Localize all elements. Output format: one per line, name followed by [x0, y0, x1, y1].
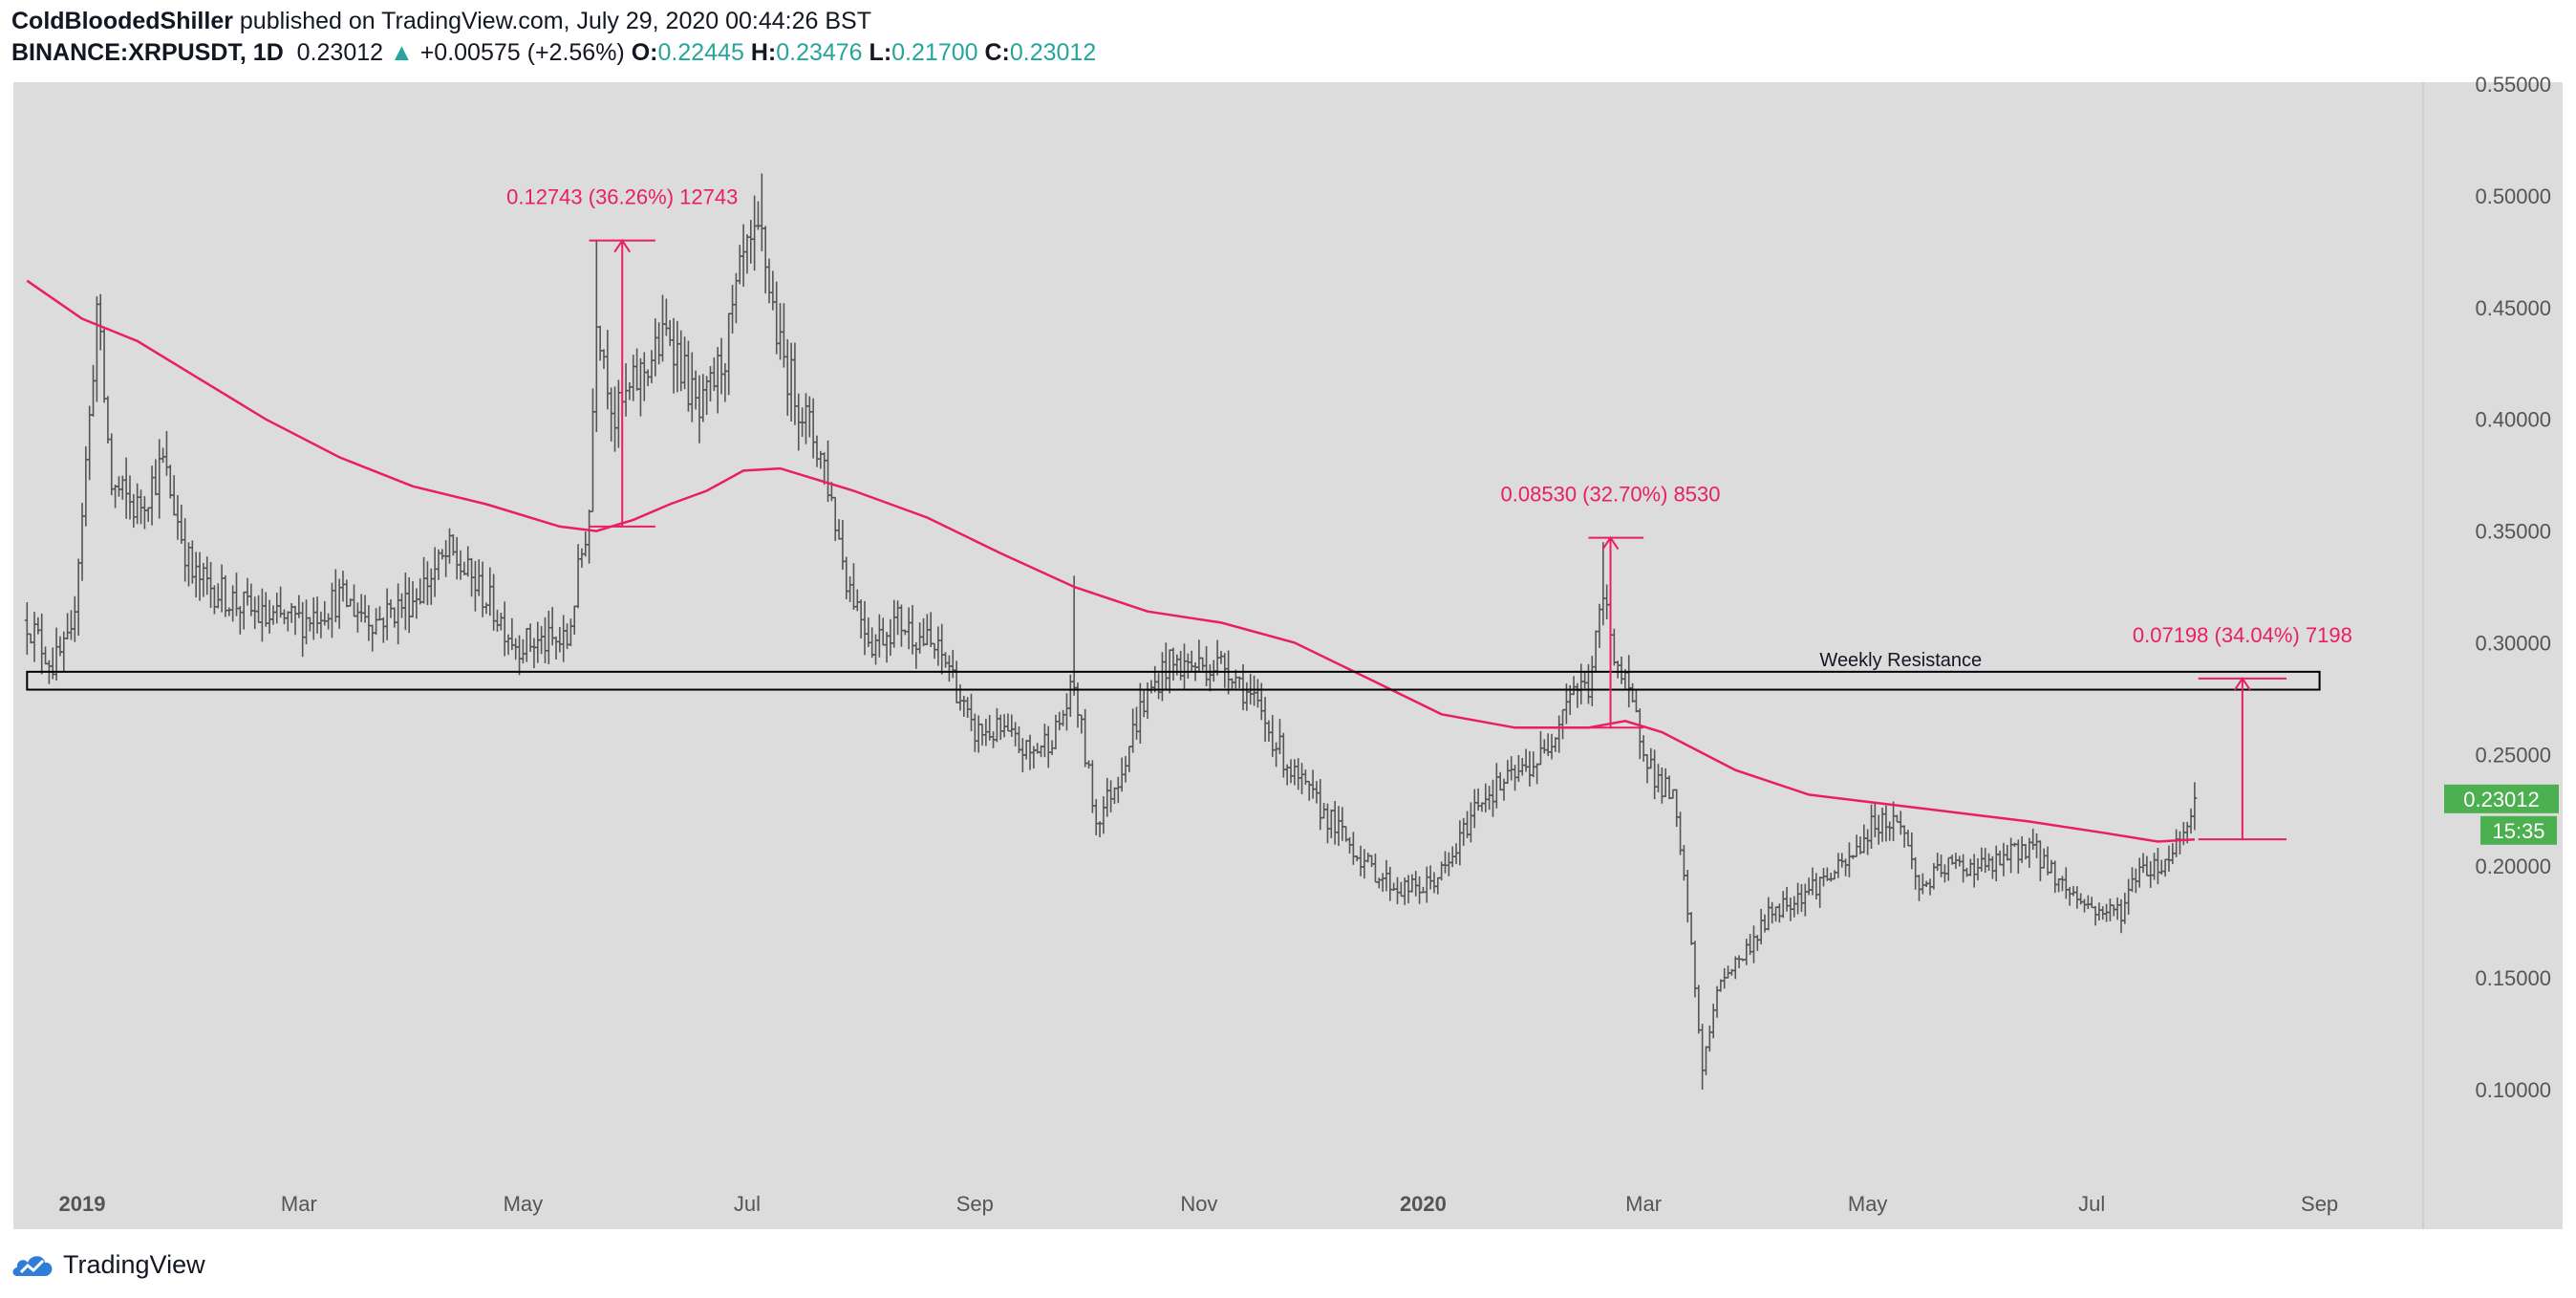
measure-label: 0.07198 (34.04%) 7198: [2133, 623, 2352, 647]
moving-average-line: [26, 279, 2195, 843]
price-tick-label: 0.35000: [2475, 520, 2551, 544]
symbol-line: BINANCE:XRPUSDT, 1D 0.23012 ▲ +0.00575 (…: [11, 37, 1096, 69]
candles: [24, 173, 2198, 1090]
weekly-resistance-label: Weekly Resistance: [1819, 650, 1982, 671]
price-tick-label: 0.45000: [2475, 296, 2551, 320]
last-value: 0.23012: [296, 39, 384, 66]
measure-label: 0.12743 (36.26%) 12743: [506, 185, 738, 209]
time-tick-label: Sep: [956, 1192, 994, 1216]
low-label: L:: [869, 39, 892, 66]
last-price-label: 0.23012 15:35: [2444, 784, 2559, 845]
weekly-resistance-zone[interactable]: [26, 670, 2321, 691]
up-arrow-icon: ▲: [390, 39, 414, 66]
chart-pane[interactable]: [13, 82, 2563, 1229]
open-label: O:: [631, 39, 658, 66]
time-tick-label: Mar: [281, 1192, 317, 1216]
time-tick-label: May: [504, 1192, 544, 1216]
price-tick-label: 0.30000: [2475, 631, 2551, 655]
time-axis: 2019 Mar May Jul Sep Nov 2020 Mar May Jul Sep: [59, 1192, 2339, 1216]
time-tick-label: Sep: [2301, 1192, 2338, 1216]
tradingview-logo[interactable]: TradingView: [11, 1245, 205, 1284]
tradingview-brand: TradingView: [63, 1249, 205, 1279]
countdown-text: 15:35: [2492, 819, 2544, 843]
price-tick-label: 0.55000: [2475, 73, 2551, 97]
publish-line: ColdBloodedShiller published on TradingV…: [11, 6, 1096, 37]
open-value: 0.22445: [657, 39, 744, 66]
price-tick-label: 0.15000: [2475, 966, 2551, 990]
price-tick-label: 0.50000: [2475, 184, 2551, 208]
measurement: 0.07198 (34.04%) 7198: [2133, 623, 2352, 841]
time-tick-label: 2020: [1400, 1192, 1447, 1216]
tradingview-cloud-icon: [12, 1256, 53, 1276]
last-price-text: 0.23012: [2463, 788, 2540, 811]
time-tick-label: 2019: [59, 1192, 106, 1216]
measure-arrow-icon: [613, 238, 632, 253]
measure-label: 0.08530 (32.70%) 8530: [1501, 483, 1721, 507]
symbol-name[interactable]: BINANCE:XRPUSDT, 1D: [11, 39, 284, 66]
price-tick-label: 0.20000: [2475, 855, 2551, 878]
measurement: 0.12743 (36.26%) 12743: [506, 185, 738, 528]
last-price-box: [2444, 784, 2559, 813]
time-tick-label: Jul: [2078, 1192, 2105, 1216]
time-tick-label: Nov: [1180, 1192, 1217, 1216]
published-text: published on TradingView.com, July 29, 2…: [239, 8, 871, 34]
measurement: 0.08530 (32.70%) 8530: [1501, 483, 1721, 729]
countdown-box: [2480, 815, 2557, 845]
high-label: H:: [750, 39, 777, 66]
time-tick-label: May: [1848, 1192, 1888, 1216]
high-value: 0.23476: [776, 39, 863, 66]
close-label: C:: [984, 39, 1010, 66]
measure-arrow-icon: [2234, 677, 2251, 691]
price-tick-label: 0.25000: [2475, 743, 2551, 767]
price-tick-label: 0.10000: [2475, 1078, 2551, 1102]
price-tick-label: 0.40000: [2475, 408, 2551, 432]
price-axis: 0.55000 0.50000 0.45000 0.40000 0.35000 0.300…: [2475, 73, 2551, 1102]
measurements: 0.12743 (36.26%) 12743 0.08530 (32.70%) 8…: [506, 185, 2352, 841]
author-name[interactable]: ColdBloodedShiller: [11, 8, 233, 34]
change-value: +0.00575 (+2.56%): [419, 39, 625, 66]
measure-arrow-icon: [1601, 535, 1620, 551]
close-value: 0.23012: [1009, 39, 1097, 66]
low-value: 0.21700: [891, 39, 978, 66]
chart-header: ColdBloodedShiller published on TradingV…: [11, 6, 1096, 69]
time-tick-label: Mar: [1625, 1192, 1662, 1216]
time-tick-label: Jul: [734, 1192, 761, 1216]
